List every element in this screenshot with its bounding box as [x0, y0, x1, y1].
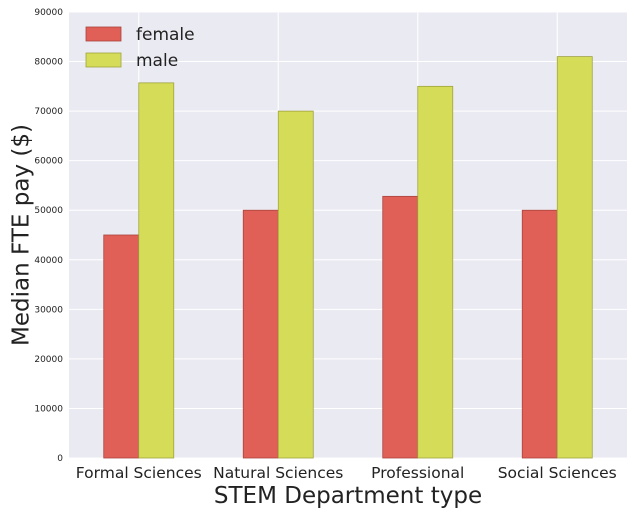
x-tick-label: Formal Sciences: [76, 464, 202, 482]
y-tick-label: 70000: [34, 107, 63, 117]
y-axis-label: Median FTE pay ($): [9, 124, 35, 346]
x-tick-labels: Formal Sciences Natural Sciences Professio…: [76, 464, 617, 482]
bar-male-1: [277, 110, 314, 459]
y-tick-labels: 0 10000 20000 30000 40000 50000 60000 70000 8000…: [34, 8, 63, 464]
y-tick-label: 30000: [34, 305, 63, 315]
bar-male-2: [417, 85, 454, 459]
bar-male-3: [556, 56, 593, 459]
y-tick-label: 40000: [34, 256, 63, 266]
bar-female-2: [382, 195, 419, 459]
y-tick-label: 0: [57, 454, 63, 464]
y-tick-label: 20000: [34, 355, 63, 365]
bar-male-0: [138, 82, 175, 459]
y-tick-label: 90000: [34, 8, 63, 18]
legend-label-female: female: [136, 25, 195, 45]
y-tick-label: 80000: [34, 58, 63, 68]
x-tick-label: Professional: [371, 464, 464, 482]
x-tick-label: Natural Sciences: [213, 464, 343, 482]
legend-swatch-female: [85, 26, 122, 42]
bars: [103, 56, 593, 459]
x-axis-label: STEM Department type: [214, 483, 482, 509]
y-tick-label: 60000: [34, 157, 63, 167]
bar-female-1: [242, 209, 279, 459]
y-tick-label: 50000: [34, 206, 63, 216]
legend-swatch-male: [85, 52, 122, 68]
y-tick-label: 10000: [34, 404, 63, 414]
legend: female male: [85, 25, 195, 71]
bar-female-0: [103, 234, 140, 459]
bar-female-3: [521, 209, 558, 459]
legend-label-male: male: [136, 51, 178, 71]
x-tick-label: Social Sciences: [498, 464, 617, 482]
